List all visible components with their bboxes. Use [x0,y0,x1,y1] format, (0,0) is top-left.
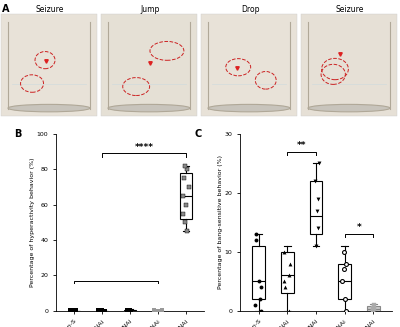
Ellipse shape [208,104,290,112]
Ellipse shape [8,104,90,112]
PathPatch shape [124,310,136,311]
Bar [1,14,97,115]
Y-axis label: Percentage of hyperactivity behavior (%): Percentage of hyperactivity behavior (%) [30,158,35,287]
PathPatch shape [281,252,294,293]
Text: B: B [14,129,22,139]
PathPatch shape [338,264,351,299]
Text: A: A [2,4,10,14]
Text: C: C [194,129,202,139]
PathPatch shape [180,173,192,219]
Text: Jump: Jump [140,5,160,14]
Bar [301,14,397,115]
Bar [201,14,297,115]
PathPatch shape [310,181,322,234]
Text: ****: **** [134,143,154,152]
Text: Seizure: Seizure [36,5,64,14]
Text: Seizure: Seizure [336,5,364,14]
Bar [101,14,197,115]
PathPatch shape [367,306,380,311]
Ellipse shape [308,104,390,112]
Y-axis label: Percentage of bang-sensitive behavior (%): Percentage of bang-sensitive behavior (%… [218,155,223,289]
Text: *: * [357,223,361,232]
Text: **: ** [297,141,306,150]
PathPatch shape [252,246,265,299]
Ellipse shape [108,104,190,112]
Text: Drop: Drop [241,5,259,14]
